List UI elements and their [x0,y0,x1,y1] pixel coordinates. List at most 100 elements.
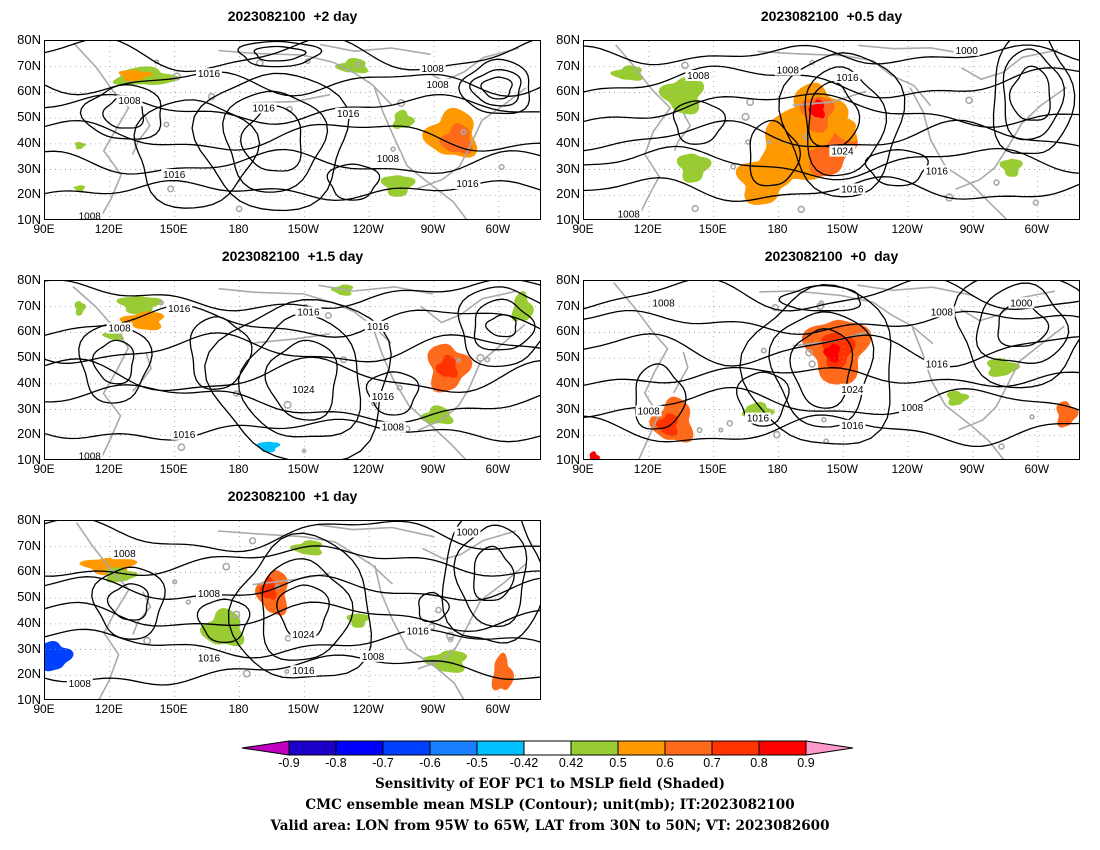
contour-label-bg [250,102,277,114]
coastline [615,44,672,219]
colorbar-tick-label: -0.6 [419,756,441,770]
island [242,669,251,678]
contour-line [191,72,350,212]
contour-label: 1016 [836,73,859,84]
lon-tick-label: 60W [485,462,511,476]
lon-tick-label: 120W [352,702,384,716]
contour-line [365,371,420,416]
coastlines [615,44,1067,219]
contour-label: 1008 [618,210,641,220]
contour-line [584,309,1079,336]
contour-label-bg [953,44,980,56]
lon-tick-label: 90W [959,462,985,476]
coastline [373,86,468,219]
island [396,384,403,391]
island [760,347,767,354]
sensitivity-blob [823,343,840,363]
sensitivity-blob [74,301,86,316]
contour-line [264,339,338,421]
contour-label-bg [685,70,712,81]
sensitivity-blob [808,99,825,119]
island [255,59,264,68]
contour-line [584,176,1079,202]
contour-label: 1016 [841,421,864,432]
contour-line [196,598,251,644]
sensitivity-blob [999,158,1023,177]
lon-tick-label: 90E [572,222,594,236]
colorbar-segment [288,740,337,756]
sensitivity-blob [73,185,86,193]
contour-label: 1008 [637,406,660,417]
caption-line-3: Valid area: LON from 95W to 65W, LAT fro… [270,818,830,834]
colorbar-tick-label: -0.5 [466,756,488,770]
sensitivity-blob [392,109,415,129]
island [390,146,396,152]
contour-line [808,81,861,148]
sensitivity-blob [330,284,354,296]
lat-tick-label: 70N [556,297,580,313]
contour-line [45,574,540,602]
contour-label-bg [290,629,317,641]
lat-tick-label: 50N [17,109,41,125]
contour-label: 1016 [926,360,949,371]
map-area: 1008 1000 1008 1024 1016 1016 1016 1008 1008 [44,520,541,700]
island [158,300,165,306]
coastline [132,352,152,392]
lon-tick-label: 120E [633,462,662,476]
lat-tick-label: 10N [556,212,580,227]
contour-label-bg [615,208,642,219]
contour-label: 1016 [747,414,770,425]
coastline [217,530,394,585]
lat-tick-label: 80N [556,32,580,47]
lat-tick-label: 30N [17,640,41,656]
map-area: 1016 1008 1016 1016 1024 1016 1016 1008 1008 [44,280,541,460]
contour-line [778,284,861,312]
island [172,72,181,81]
contour-line [326,163,381,201]
lon-tick-label: 120E [94,702,123,716]
island [805,348,813,357]
island [998,443,1005,450]
colorbar-segment [664,740,713,756]
island [691,204,699,213]
contour-labels: 1016 1008 1016 1016 1024 1016 1016 1008 1008 [76,302,406,459]
contour-label: 1008 [687,71,710,82]
lon-tick-label: 150E [159,702,188,716]
island [771,303,779,312]
contour-line [45,601,540,633]
contour-line [189,316,253,390]
contour-line [1008,65,1051,121]
panel-title: 2023082100 +0.5 day [760,8,903,24]
contour-line [992,41,1076,155]
contour-line [584,145,1079,181]
lon-tick-label: 150W [826,462,858,476]
contour-line [584,119,1079,152]
sensitivity-blob [491,652,514,691]
coastline [320,43,431,56]
contour-label: 1008 [108,324,131,335]
contour-label-bg [196,68,223,80]
colorbar-segment [382,740,431,756]
map-svg: 1016 1008 1008 1016 1016 1008 1016 1008 1016 1008 [45,41,540,219]
contour-label-bg [76,210,103,219]
contour-line [804,66,888,177]
contour-label-bg [196,652,223,664]
island [741,112,750,121]
sensitivity-blob [610,65,644,81]
lat-tick-label: 20N [556,426,580,442]
lon-tick-label: 120W [891,462,923,476]
contour-line [237,313,362,438]
contour-line [584,65,1079,99]
lat-tick-label: 60N [556,323,580,339]
island [1032,199,1039,206]
contour-label: 1024 [841,385,864,396]
contour-label: 1008 [931,307,954,318]
lat-tick-label: 70N [556,57,580,73]
island [301,448,307,454]
island [235,205,243,213]
contour-line [473,298,536,351]
contour-label: 1016 [841,184,864,195]
colorbar-tick-label: 0.8 [750,756,768,770]
contour-label: 1016 [163,170,186,181]
contour-line [953,281,1079,389]
